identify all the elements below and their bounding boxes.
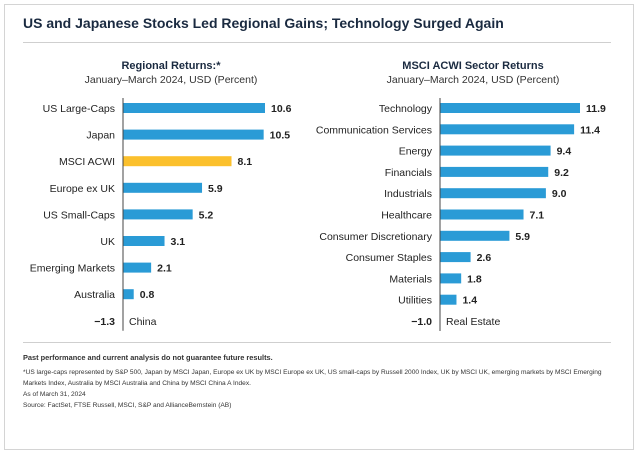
bar-energy [440,145,551,156]
category-label: Industrials [384,188,432,200]
bar-japan [123,129,264,140]
category-label: Financials [385,167,432,179]
category-label: Real Estate [446,316,500,328]
chart-title: MSCI ACWI Sector Returns [402,60,543,72]
category-label: MSCI ACWI [59,156,115,168]
bar-industrials [440,188,546,199]
category-label: Technology [379,103,433,115]
bar-europe-ex-uk [123,182,203,193]
category-label: Healthcare [381,210,432,222]
performance-disclaimer: Past performance and current analysis do… [23,353,273,362]
value-label: −1.3 [94,316,115,328]
category-label: Materials [389,273,432,285]
category-label: Consumer Discretionary [319,231,432,243]
category-label: Utilities [398,295,432,307]
bar-healthcare [440,209,524,220]
as-of-date: As of March 31, 2024 [23,391,86,398]
category-label: Japan [86,130,115,142]
value-label: 5.9 [515,231,530,243]
chart-title: Regional Returns:* [121,60,221,72]
bar-consumer-discretionary [440,230,510,241]
chart-subtitle: January–March 2024, USD (Percent) [85,74,258,86]
source-note: Source: FactSet, FTSE Russell, MSCI, S&P… [23,402,232,409]
chart-frame [4,4,634,450]
bar-materials [440,273,462,284]
bar-communication-services [440,124,575,135]
value-label: 11.9 [586,103,606,115]
value-label: 10.5 [270,130,291,142]
title-divider [23,42,611,43]
value-label: 9.2 [554,167,569,179]
category-label: China [129,316,157,328]
bar-us-large-caps [123,103,265,113]
page-title: US and Japanese Stocks Led Regional Gain… [23,15,504,31]
value-label: 10.6 [271,103,292,115]
value-label: 3.1 [171,236,186,248]
footer-divider [23,342,611,343]
value-label: 1.4 [462,295,477,307]
value-label: 1.8 [467,273,482,285]
bar-australia [123,289,134,300]
bar-technology [440,103,580,113]
category-label: Australia [74,289,115,301]
bar-consumer-staples [440,252,471,263]
category-label: Europe ex UK [50,183,115,195]
footnote-indices-1: *US large-caps represented by S&P 500, J… [23,369,602,376]
bar-utilities [440,294,457,305]
bar-us-small-caps [123,209,193,220]
chart-subtitle: January–March 2024, USD (Percent) [387,74,560,86]
regional-returns-chart: Regional Returns:* January–March 2024, US… [30,60,292,331]
bar-emerging-markets [123,262,152,273]
value-label: 9.4 [557,146,572,158]
category-label: US Large-Caps [43,103,115,115]
value-label: 11.4 [580,124,600,136]
bar-msci-acwi [123,156,232,167]
value-label: 2.6 [477,252,492,264]
bar-financials [440,166,549,177]
footer: Past performance and current analysis do… [23,353,613,411]
value-label: 2.1 [157,263,172,275]
bar-uk [123,236,165,246]
value-label: −1.0 [411,316,432,328]
category-label: Energy [399,146,433,158]
value-label: 0.8 [140,289,155,301]
footnote-indices-2: Markets Index, Australia by MSCI Austral… [23,380,251,387]
value-label: 5.2 [199,209,214,221]
category-label: US Small-Caps [43,209,115,221]
value-label: 7.1 [530,210,545,222]
category-label: Communication Services [316,124,432,136]
value-label: 8.1 [238,156,253,168]
category-label: UK [100,236,115,248]
value-label: 5.9 [208,183,223,195]
category-label: Emerging Markets [30,263,115,275]
sector-returns-chart: MSCI ACWI Sector Returns January–March 20… [316,60,606,331]
category-label: Consumer Staples [346,252,432,264]
value-label: 9.0 [552,188,567,200]
